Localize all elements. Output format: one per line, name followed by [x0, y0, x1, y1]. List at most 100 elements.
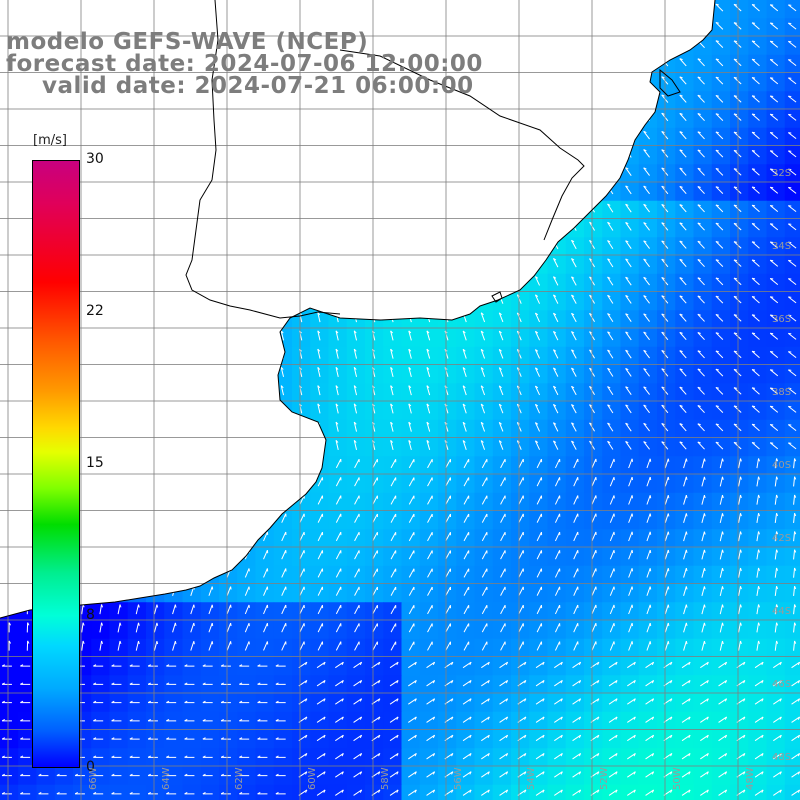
wind-speed-cell — [784, 456, 800, 475]
wind-speed-cell — [474, 784, 494, 800]
wind-arrow — [715, 3, 724, 12]
wind-arrow-head — [751, 40, 756, 43]
wind-arrow-head — [685, 549, 688, 553]
wind-arrow — [788, 22, 797, 30]
wind-arrow-head — [733, 423, 738, 426]
wind-arrow-head — [770, 22, 774, 24]
wind-speed-cell — [784, 638, 800, 658]
wind-arrow-head — [770, 405, 774, 408]
wind-speed-cell — [784, 711, 800, 731]
wind-speed-cell — [365, 784, 384, 800]
wind-arrow-head — [685, 495, 688, 499]
wind-arrow-head — [733, 277, 738, 280]
wind-arrow-head — [751, 168, 756, 170]
wind-speed-cell — [328, 784, 348, 800]
wind-speed-cell — [401, 784, 421, 800]
wind-speed-cell — [657, 784, 676, 800]
wind-arrow-head — [770, 150, 774, 152]
wind-arrow-head — [667, 476, 670, 481]
wind-speed-cell — [784, 620, 800, 640]
wind-speed-cell — [784, 273, 800, 293]
wind-arrow-head — [685, 476, 688, 480]
wind-arrow-head — [733, 22, 738, 24]
wind-speed-cell — [784, 748, 800, 767]
wind-speed-cell — [784, 401, 800, 421]
wind-speed-cell — [419, 784, 439, 800]
wind-arrow-head — [733, 131, 738, 134]
wind-arrow-head — [751, 369, 756, 371]
wind-speed-cell — [784, 511, 800, 530]
wind-speed-cell — [547, 784, 567, 800]
wind-arrow-head — [703, 604, 706, 608]
wind-arrow — [788, 4, 797, 12]
wind-speed-cell — [784, 730, 800, 749]
wind-speed-cell — [784, 419, 800, 439]
wind-arrow-head — [770, 369, 774, 371]
wind-arrow-head — [751, 259, 756, 262]
wind-speed-cell — [784, 584, 800, 603]
wind-arrow-head — [733, 204, 738, 207]
wind-arrow-head — [751, 131, 756, 134]
wind-arrow-head — [156, 604, 159, 608]
wind-speed-cell — [164, 784, 183, 800]
wind-arrow-head — [770, 259, 774, 262]
wind-speed-cell — [36, 784, 56, 800]
wind-speed-cell — [73, 784, 92, 800]
wind-arrow-head — [733, 58, 738, 61]
wind-arrow-head — [685, 568, 688, 572]
wind-speed-cell — [784, 91, 800, 110]
wind-arrow-head — [751, 350, 756, 353]
wind-arrow-head — [770, 131, 774, 134]
wind-arrow-head — [733, 295, 738, 298]
wind-arrow-head — [751, 296, 756, 298]
wind-speed-cell — [784, 365, 800, 384]
wind-arrow-head — [667, 568, 670, 572]
wind-speed-cell — [784, 255, 800, 275]
wind-speed-cell — [784, 109, 800, 129]
wind-speed-cell — [529, 784, 548, 800]
wind-speed-cell — [127, 784, 147, 800]
wind-arrow-head — [751, 405, 756, 408]
wind-speed-cell — [711, 784, 731, 800]
wind-speed-cell — [730, 784, 749, 800]
wind-speed-cell — [784, 328, 800, 348]
wind-arrow-head — [770, 204, 774, 207]
wind-arrow-head — [703, 567, 706, 572]
wind-arrow — [751, 4, 760, 12]
wind-arrow-head — [193, 604, 195, 608]
wind-arrow-head — [733, 387, 738, 389]
wind-speed-cell — [565, 784, 585, 800]
wind-speed-cell — [784, 766, 800, 786]
wind-speed-cell — [748, 784, 767, 800]
wind-arrow-head — [685, 458, 688, 462]
wind-speed-cell — [784, 219, 800, 238]
wind-speed-cell — [784, 292, 800, 311]
wind-speed-cell — [784, 0, 800, 19]
wind-arrow-head — [751, 314, 756, 316]
wind-arrow-head — [770, 442, 774, 444]
wind-arrow-head — [751, 223, 756, 225]
wind-speed-cell — [784, 529, 800, 548]
wind-arrow-head — [751, 58, 756, 61]
wind-arrow-head — [751, 150, 756, 152]
wind-arrow-head — [733, 259, 738, 262]
wind-speed-cell — [620, 784, 640, 800]
wind-arrow-head — [685, 604, 688, 608]
wind-arrow-head — [667, 458, 670, 462]
wind-arrow-head — [174, 604, 177, 608]
wind-arrow-head — [667, 549, 670, 554]
wind-arrow-head — [751, 423, 756, 426]
wind-speed-cell — [784, 54, 800, 74]
wind-arrow-head — [733, 368, 738, 371]
wind-arrow-head — [733, 95, 738, 97]
wind-arrow-head — [751, 204, 756, 207]
wind-arrow-head — [751, 387, 756, 389]
wind-speed-cell — [784, 346, 800, 366]
wind-arrow-head — [751, 95, 756, 97]
wind-arrow-head — [667, 513, 670, 517]
wind-arrow-head — [733, 149, 738, 152]
wind-speed-cell — [292, 784, 311, 800]
wind-arrow-head — [751, 186, 756, 189]
wind-speed-cell — [784, 18, 800, 37]
wind-speed-cell — [784, 657, 800, 676]
